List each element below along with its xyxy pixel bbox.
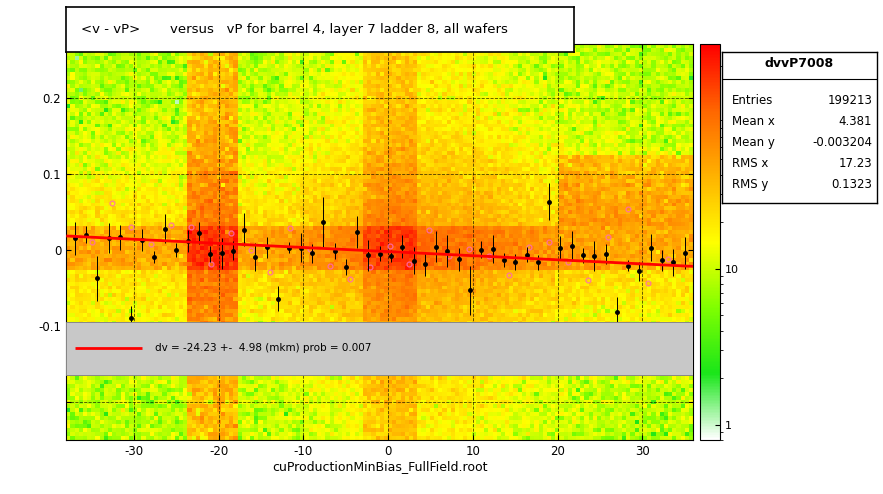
Text: $10^{\dag}$: $10^{\dag}$ [721,124,738,138]
Text: 0.1323: 0.1323 [831,178,872,191]
Text: dv = -24.23 +-  4.98 (mkm) prob = 0.007: dv = -24.23 +- 4.98 (mkm) prob = 0.007 [155,343,372,354]
Text: -0.003204: -0.003204 [812,136,872,149]
Text: <v - vP>       versus   vP for barrel 4, layer 7 ladder 8, all wafers: <v - vP> versus vP for barrel 4, layer 7… [81,23,509,36]
Text: Mean x: Mean x [731,115,774,127]
Text: 17.23: 17.23 [839,157,872,170]
Bar [66,322,693,375]
Text: 199213: 199213 [827,93,872,107]
Text: Mean y: Mean y [731,136,774,149]
Text: 4.381: 4.381 [839,115,872,127]
Text: RMS x: RMS x [731,157,768,170]
Text: dvvP7008: dvvP7008 [765,57,834,71]
Text: Entries: Entries [731,93,773,107]
X-axis label: cuProductionMinBias_FullField.root: cuProductionMinBias_FullField.root [272,460,487,473]
Text: RMS y: RMS y [731,178,768,191]
